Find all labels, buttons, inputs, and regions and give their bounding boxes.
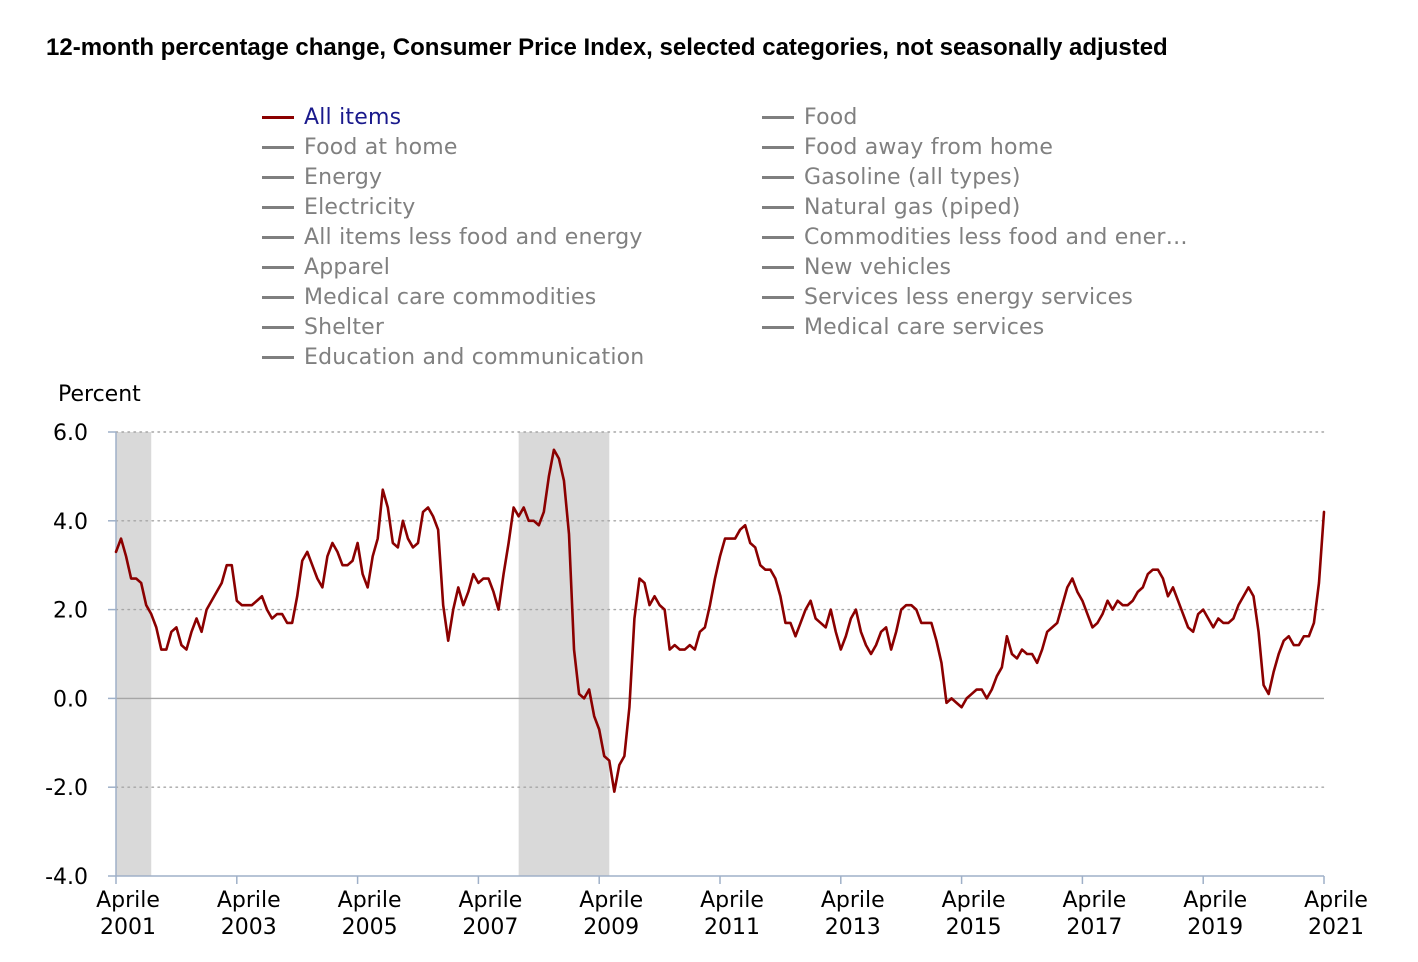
legend-item[interactable]: Services less energy services: [762, 282, 1133, 312]
legend-label: Natural gas (piped): [804, 194, 1021, 220]
legend-item[interactable]: Food: [762, 102, 858, 132]
legend-swatch: [262, 205, 294, 209]
legend-item[interactable]: Natural gas (piped): [762, 192, 1021, 222]
legend-item[interactable]: Commodities less food and ener…: [762, 222, 1188, 252]
x-tick-label-year: 2017: [1066, 915, 1122, 940]
legend-label: Food: [804, 104, 858, 130]
legend-item[interactable]: Food away from home: [762, 132, 1053, 162]
legend-swatch: [762, 175, 794, 179]
legend-swatch: [762, 325, 794, 329]
legend-swatch: [262, 115, 294, 119]
legend-label: Education and communication: [304, 344, 645, 370]
x-tick-label-month: Aprile: [96, 888, 160, 913]
legend-item[interactable]: New vehicles: [762, 252, 951, 282]
y-axis-ticks: -4.0 -2.0 0.0 2.0 4.0 6.0: [45, 421, 116, 890]
x-tick-label-year: 2001: [100, 915, 156, 940]
x-tick-label-year: 2005: [342, 915, 398, 940]
legend-label: Medical care services: [804, 314, 1045, 340]
legend-label: Food at home: [304, 134, 458, 160]
legend-swatch: [262, 325, 294, 329]
legend-swatch: [262, 295, 294, 299]
legend-item[interactable]: All items less food and energy: [262, 222, 643, 252]
legend-label: All items less food and energy: [304, 224, 643, 250]
recession-shade: [116, 432, 152, 876]
legend-label: Medical care commodities: [304, 284, 597, 310]
legend-swatch: [762, 235, 794, 239]
legend-item[interactable]: Medical care commodities: [262, 282, 596, 312]
axes-group: [115, 432, 1324, 877]
legend-label: Apparel: [304, 254, 391, 280]
x-tick-label-year: 2021: [1308, 915, 1364, 940]
x-tick-label-month: Aprile: [579, 888, 643, 913]
x-tick-label-month: Aprile: [1183, 888, 1247, 913]
legend-swatch: [762, 115, 794, 119]
legend-label: Electricity: [304, 194, 416, 220]
x-tick-label-year: 2013: [825, 915, 881, 940]
legend-swatch: [762, 265, 794, 269]
y-axis-label: Percent: [58, 382, 141, 407]
gridlines-group: [115, 431, 1325, 788]
recession-shade: [518, 432, 610, 876]
x-tick-label-year: 2019: [1187, 915, 1243, 940]
x-tick-label-year: 2011: [704, 915, 760, 940]
legend-label: Food away from home: [804, 134, 1054, 160]
legend-item[interactable]: Energy: [262, 162, 382, 192]
legend-swatch: [262, 175, 294, 179]
legend-item[interactable]: Gasoline (all types): [762, 162, 1021, 192]
x-tick-label-month: Aprile: [217, 888, 281, 913]
series-group: [114, 448, 1326, 793]
legend-label: Energy: [304, 164, 383, 190]
x-tick-label-month: Aprile: [338, 888, 402, 913]
x-tick-label-month: Aprile: [821, 888, 885, 913]
legend-item[interactable]: Electricity: [262, 192, 415, 222]
legend-label: Gasoline (all types): [804, 164, 1021, 190]
x-tick-label-month: Aprile: [942, 888, 1006, 913]
y-tick-label: -2.0: [45, 776, 88, 801]
x-tick-label-year: 2015: [946, 915, 1002, 940]
legend-label: All items: [304, 104, 402, 130]
legend-swatch: [762, 295, 794, 299]
recession-shading-group: [116, 432, 610, 876]
legend-item[interactable]: Apparel: [262, 252, 390, 282]
y-tick-label: 0.0: [53, 687, 88, 712]
legend-item[interactable]: Medical care services: [762, 312, 1044, 342]
series-line-all-items[interactable]: [114, 448, 1326, 793]
x-tick-label-month: Aprile: [458, 888, 522, 913]
x-tick-label-month: Aprile: [700, 888, 764, 913]
legend-item[interactable]: Education and communication: [262, 342, 644, 372]
legend-swatch: [262, 265, 294, 269]
x-tick-label-year: 2009: [583, 915, 639, 940]
legend-item[interactable]: Food at home: [262, 132, 458, 162]
legend-item[interactable]: All items: [262, 102, 401, 132]
legend-swatch: [762, 205, 794, 209]
legend: All items Food Food at home Food away from …: [262, 102, 1262, 374]
y-tick-label: -4.0: [45, 865, 88, 890]
legend-swatch: [762, 145, 794, 149]
legend-label: Commodities less food and ener…: [804, 224, 1188, 250]
legend-label: New vehicles: [804, 254, 952, 280]
x-tick-label-month: Aprile: [1304, 888, 1368, 913]
x-tick-label-month: Aprile: [1062, 888, 1126, 913]
x-axis-ticks: Aprile2001Aprile2003Aprile2005Aprile2007…: [96, 876, 1368, 940]
legend-label: Services less energy services: [804, 284, 1134, 310]
legend-swatch: [262, 235, 294, 239]
x-tick-label-year: 2003: [221, 915, 277, 940]
y-tick-label: 6.0: [53, 421, 88, 446]
y-tick-label: 4.0: [53, 510, 88, 535]
legend-swatch: [262, 145, 294, 149]
y-tick-label: 2.0: [53, 599, 88, 624]
legend-swatch: [262, 355, 294, 359]
x-tick-label-year: 2007: [462, 915, 518, 940]
legend-item[interactable]: Shelter: [262, 312, 384, 342]
legend-label: Shelter: [304, 314, 385, 340]
chart-title: 12-month percentage change, Consumer Pri…: [46, 34, 1168, 61]
